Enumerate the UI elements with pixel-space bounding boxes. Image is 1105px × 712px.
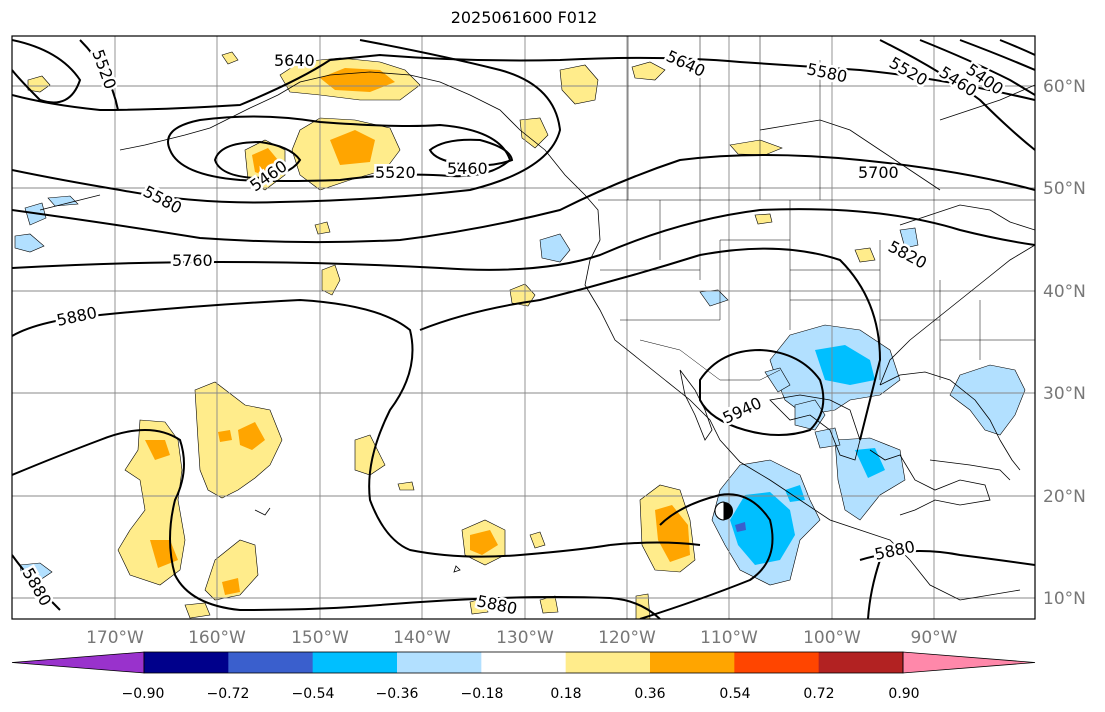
colorbar-tick-label: −0.54 <box>292 686 335 702</box>
longitude-labels: 170°W 160°W 150°W 140°W 130°W 120°W 110°… <box>86 628 958 648</box>
lon-label: 130°W <box>496 628 554 648</box>
lon-label: 160°W <box>188 628 246 648</box>
colorbar-tick-label: 0.18 <box>550 686 581 702</box>
lon-label: 150°W <box>291 628 349 648</box>
colorbar-swatches <box>11 651 1036 674</box>
lat-label: 10°N <box>1043 589 1086 609</box>
negative-anomaly-regions <box>14 195 1026 586</box>
contour-label: 5460 <box>447 159 488 178</box>
lon-label: 170°W <box>86 628 144 648</box>
colorbar-tick-label: 0.90 <box>888 686 919 702</box>
latitude-labels: 60°N 50°N 40°N 30°N 20°N 10°N <box>1043 77 1086 609</box>
contour-label: 5760 <box>172 251 213 270</box>
colorbar-tick-label: −0.72 <box>207 686 250 702</box>
colorbar-tick-label: −0.18 <box>461 686 504 702</box>
colorbar-tick-label: 0.72 <box>803 686 834 702</box>
colorbar-tick-label: −0.36 <box>376 686 419 702</box>
map-frame <box>11 35 1036 620</box>
map-panel: 5640 5520 5460 5520 5460 5580 5760 5880 … <box>12 36 1035 619</box>
tropical-cyclone-icon <box>714 501 733 521</box>
colorbar-swatch <box>734 652 820 673</box>
colorbar: −0.90 −0.72 −0.54 −0.36 −0.18 0.18 0.36 … <box>11 651 1036 702</box>
lon-label: 120°W <box>598 628 656 648</box>
lon-label: 110°W <box>700 628 758 648</box>
colorbar-extend-low <box>11 651 145 674</box>
map-title: 2025061600 F012 <box>450 8 598 27</box>
colorbar-swatch <box>818 652 904 673</box>
colorbar-tick-label: 0.36 <box>634 686 665 702</box>
contour-label: 5520 <box>375 163 416 182</box>
colorbar-swatch <box>481 652 567 673</box>
colorbar-frame <box>143 651 904 674</box>
colorbar-swatch <box>228 652 314 673</box>
lat-label: 50°N <box>1043 179 1086 199</box>
colorbar-tick-label: 0.54 <box>719 686 750 702</box>
contour-label: 5880 <box>55 303 99 330</box>
lat-label: 20°N <box>1043 487 1086 507</box>
colorbar-ticks: −0.90 −0.72 −0.54 −0.36 −0.18 0.18 0.36 … <box>122 686 920 702</box>
lon-label: 90°W <box>911 628 958 648</box>
coastlines <box>39 71 1035 601</box>
lat-label: 30°N <box>1043 384 1086 404</box>
lat-label: 60°N <box>1043 77 1086 97</box>
contour-label: 5640 <box>274 51 315 70</box>
colorbar-swatch <box>397 652 482 673</box>
colorbar-tick-label: −0.90 <box>122 686 165 702</box>
colorbar-swatch <box>650 652 735 673</box>
contour-label: 5700 <box>858 163 899 182</box>
colorbar-swatch <box>565 652 651 673</box>
colorbar-swatch <box>312 652 398 673</box>
lat-label: 40°N <box>1043 282 1086 302</box>
lon-label: 140°W <box>393 628 451 648</box>
height-contours <box>12 39 1035 619</box>
colorbar-extend-high <box>902 651 1036 674</box>
colorbar-swatch <box>144 652 229 673</box>
lon-label: 100°W <box>803 628 861 648</box>
